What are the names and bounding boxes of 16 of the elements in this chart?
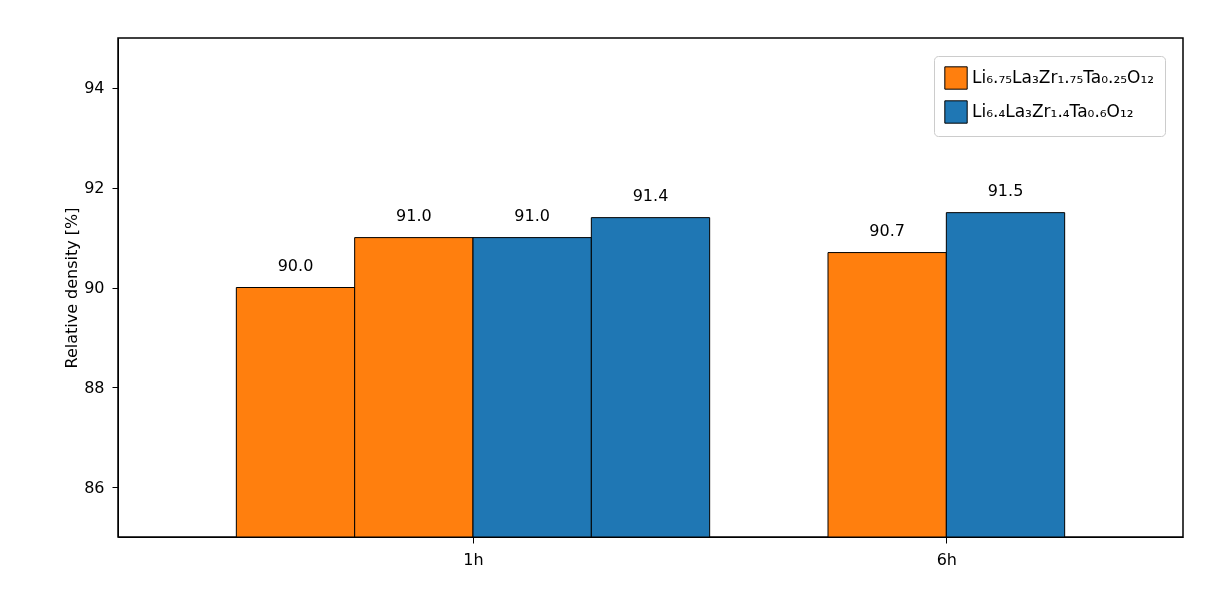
legend-label: Li₆.₇₅La₃Zr₁.₇₅Ta₀.₂₅O₁₂	[972, 67, 1155, 87]
y-tick-label: 86	[84, 477, 105, 497]
y-tick-label: 92	[84, 178, 105, 198]
data-label: 91.4	[632, 185, 669, 205]
y-axis-title: Relative density [%]	[62, 207, 82, 369]
x-tick-label: 6h	[936, 549, 957, 569]
x-tick-label: 1h	[463, 549, 484, 569]
data-label: 91.5	[987, 180, 1024, 200]
y-tick-label: 88	[84, 377, 105, 397]
data-label: 91.0	[514, 205, 550, 225]
data-label: 91.0	[396, 205, 432, 225]
legend-label: Li₆.₄La₃Zr₁.₄Ta₀.₆O₁₂	[972, 101, 1134, 121]
y-tick-label: 94	[84, 78, 105, 98]
data-label: 90.7	[869, 220, 905, 240]
y-tick-label: 90	[84, 278, 105, 297]
data-label: 90.0	[277, 255, 314, 275]
